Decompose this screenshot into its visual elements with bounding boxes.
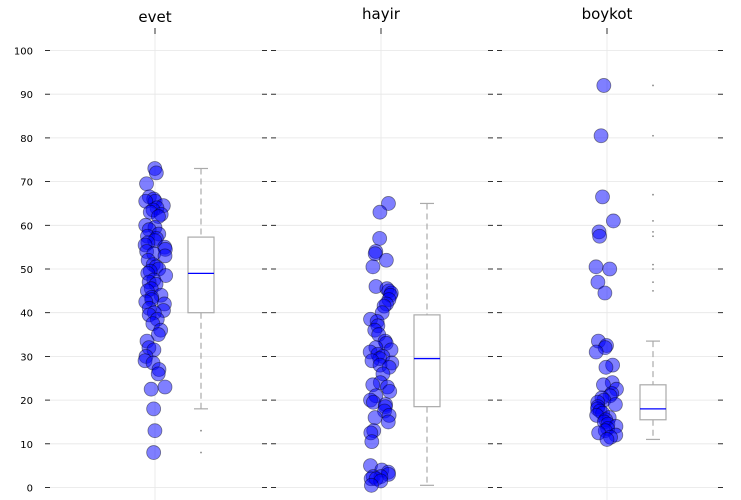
data-point xyxy=(150,366,166,382)
y-tick-label: 80 xyxy=(20,134,33,145)
data-point xyxy=(139,176,154,192)
y-tick-label: 50 xyxy=(20,265,33,276)
data-point xyxy=(588,259,604,275)
data-point xyxy=(364,477,379,493)
data-point xyxy=(597,285,613,301)
panel-boykot xyxy=(588,28,667,500)
data-point xyxy=(596,78,612,93)
y-tick-label: 30 xyxy=(20,352,33,363)
data-point xyxy=(146,445,162,460)
y-tick-label: 40 xyxy=(20,309,33,320)
panel-title-hayir: hayir xyxy=(362,5,401,23)
box-outlier xyxy=(652,220,654,222)
data-point xyxy=(157,379,173,395)
box-iqr xyxy=(639,384,667,421)
data-point xyxy=(592,228,608,244)
y-tick-label: 90 xyxy=(20,90,33,101)
data-point xyxy=(157,248,173,264)
data-point xyxy=(372,231,388,246)
y-tick-label: 100 xyxy=(14,47,33,58)
data-point xyxy=(367,410,383,425)
data-point xyxy=(602,261,618,277)
data-point xyxy=(147,423,163,439)
y-tick-label: 10 xyxy=(20,440,33,451)
data-point xyxy=(595,189,610,205)
data-point xyxy=(146,401,162,417)
box-outlier xyxy=(652,289,654,292)
data-point xyxy=(380,414,396,430)
box-outlier xyxy=(652,263,654,266)
panel-hayir xyxy=(362,28,441,500)
box-outlier xyxy=(652,84,654,87)
data-point xyxy=(593,128,609,144)
box-outlier xyxy=(652,193,654,196)
data-point xyxy=(372,204,388,220)
y-axis: 0 10 20 30 40 50 60 70 80 90 100 xyxy=(14,47,33,495)
panel-title-evet: evet xyxy=(138,8,171,26)
box-iqr xyxy=(413,314,441,408)
box-outlier xyxy=(652,235,654,238)
box-iqr xyxy=(187,236,215,314)
box-outlier xyxy=(200,451,202,454)
y-tick-label: 0 xyxy=(27,484,33,495)
box-outlier xyxy=(652,268,654,270)
y-tick-label: 70 xyxy=(20,178,33,189)
data-point xyxy=(590,274,606,290)
data-point xyxy=(381,196,396,211)
data-point xyxy=(382,383,398,399)
panel-evet xyxy=(137,28,215,500)
data-point xyxy=(365,259,381,275)
data-point xyxy=(148,165,164,181)
box-outlier xyxy=(200,429,202,432)
data-point xyxy=(599,432,615,447)
data-point xyxy=(607,397,623,412)
data-point xyxy=(364,434,380,450)
box-outlier xyxy=(652,281,654,284)
y-tick-label: 20 xyxy=(20,396,33,407)
data-point xyxy=(143,381,159,397)
box-outlier xyxy=(652,134,654,137)
panel-title-boykot: boykot xyxy=(582,5,633,23)
data-point xyxy=(598,359,614,375)
data-point xyxy=(605,213,621,229)
box-outlier xyxy=(652,230,654,233)
data-point xyxy=(588,344,604,360)
y-tick-label: 60 xyxy=(20,221,33,232)
panels xyxy=(137,28,667,500)
data-point xyxy=(378,252,394,268)
data-point xyxy=(150,327,166,342)
